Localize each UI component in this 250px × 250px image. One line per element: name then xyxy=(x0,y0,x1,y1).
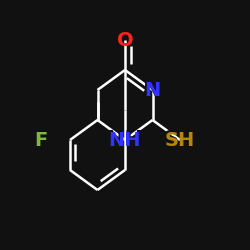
Text: NH: NH xyxy=(109,130,141,150)
Text: SH: SH xyxy=(165,130,195,150)
Text: O: O xyxy=(116,30,134,50)
Text: F: F xyxy=(34,130,48,150)
Text: NH: NH xyxy=(106,130,144,150)
Text: F: F xyxy=(34,130,49,150)
Text: O: O xyxy=(117,30,133,50)
Text: N: N xyxy=(144,80,160,100)
Text: SH: SH xyxy=(163,130,197,150)
Text: N: N xyxy=(143,80,162,100)
